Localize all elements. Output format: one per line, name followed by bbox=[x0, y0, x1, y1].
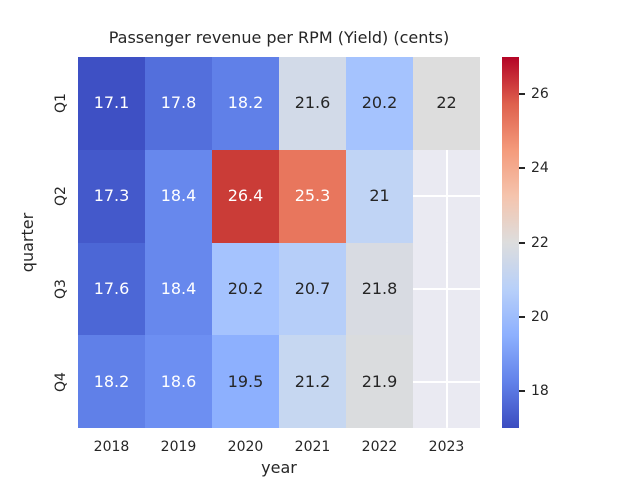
y-tick-label-text: Q2 bbox=[53, 186, 69, 207]
x-tick-label: 2018 bbox=[93, 439, 130, 455]
colorbar-tick-label: 20 bbox=[531, 308, 549, 325]
x-tick-label: 2020 bbox=[227, 439, 264, 455]
heatmap-cell: 17.1 bbox=[78, 57, 145, 150]
x-axis-label: year bbox=[261, 458, 297, 477]
heatmap-cell-empty bbox=[413, 149, 480, 243]
y-tick-label: Q2 bbox=[48, 150, 74, 243]
heatmap-cell: 21.8 bbox=[346, 242, 413, 336]
heatmap-cell: 21.6 bbox=[279, 57, 346, 150]
heatmap-cell: 20.7 bbox=[279, 242, 346, 336]
heatmap-cell: 18.2 bbox=[78, 335, 145, 428]
y-tick-label: Q3 bbox=[48, 243, 74, 336]
heatmap-cell-empty bbox=[413, 335, 480, 428]
colorbar-gradient bbox=[502, 57, 519, 428]
heatmap-cell: 20.2 bbox=[212, 242, 279, 336]
colorbar-tickmark bbox=[519, 389, 525, 392]
y-tick-label: Q1 bbox=[48, 57, 74, 150]
y-tick-label-text: Q4 bbox=[53, 371, 69, 392]
heatmap-cell: 18.4 bbox=[145, 149, 212, 243]
colorbar-tickmark bbox=[519, 167, 525, 170]
colorbar-tick-label: 24 bbox=[531, 160, 549, 177]
heatmap-cell-empty bbox=[413, 242, 480, 336]
heatmap-cell: 18.2 bbox=[212, 57, 279, 150]
heatmap-cell: 20.2 bbox=[346, 57, 413, 150]
y-axis-label-text: quarter bbox=[18, 212, 38, 273]
heatmap-cell: 17.8 bbox=[145, 57, 212, 150]
y-tick-label: Q4 bbox=[48, 335, 74, 428]
colorbar-tick-label: 18 bbox=[531, 382, 549, 399]
heatmap-cell: 21.2 bbox=[279, 335, 346, 428]
heatmap-cell: 25.3 bbox=[279, 149, 346, 243]
x-tick-label: 2023 bbox=[428, 439, 465, 455]
heatmap-cell: 19.5 bbox=[212, 335, 279, 428]
chart-title: Passenger revenue per RPM (Yield) (cents… bbox=[108, 28, 450, 47]
colorbar-tickmark bbox=[519, 315, 525, 318]
x-tick-label: 2019 bbox=[160, 439, 197, 455]
colorbar-tick-label: 22 bbox=[531, 234, 549, 251]
heatmap-cell: 26.4 bbox=[212, 149, 279, 243]
heatmap-cell: 21 bbox=[346, 149, 413, 243]
heatmap-cell: 18.6 bbox=[145, 335, 212, 428]
y-tick-label-text: Q3 bbox=[53, 278, 69, 299]
x-tick-label: 2021 bbox=[294, 439, 331, 455]
y-axis-label: quarter bbox=[18, 57, 38, 428]
y-axis-ticks: Q1 Q2 Q3 Q4 bbox=[48, 57, 74, 428]
colorbar-tickmark bbox=[519, 241, 525, 244]
heatmap-cell: 22 bbox=[413, 57, 480, 150]
colorbar-tickmark bbox=[519, 93, 525, 96]
x-tick-label: 2022 bbox=[361, 439, 398, 455]
heatmap-cell: 21.9 bbox=[346, 335, 413, 428]
heatmap-grid: 17.1 17.8 18.2 21.6 20.2 22 17.3 18.4 26.4 25.3 21… bbox=[78, 57, 480, 428]
x-axis-ticks: 2018 2019 2020 2021 2022 2023 bbox=[78, 439, 480, 455]
heatmap-cell: 17.6 bbox=[78, 242, 145, 336]
y-tick-label-text: Q1 bbox=[53, 93, 69, 114]
heatmap-cell: 17.3 bbox=[78, 149, 145, 243]
colorbar: 18 20 22 24 26 bbox=[502, 57, 549, 428]
heatmap-cell: 18.4 bbox=[145, 242, 212, 336]
colorbar-tick-label: 26 bbox=[531, 86, 549, 103]
